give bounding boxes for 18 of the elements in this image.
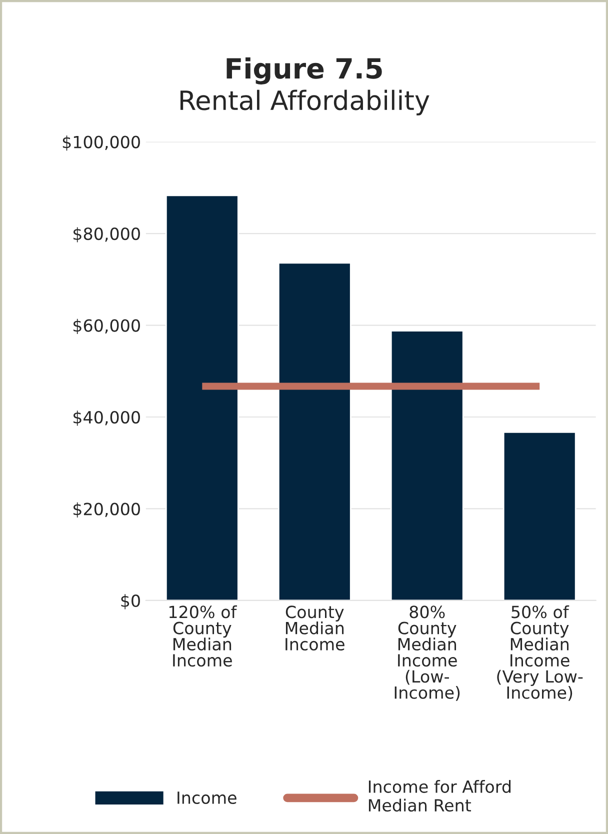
y-tick-label: $0: [121, 594, 140, 610]
bar: [278, 262, 352, 600]
y-tick-label: $80,000: [74, 227, 140, 242]
x-tick-label: 50% of County Median Income (Very Low- Income): [497, 605, 583, 701]
bar: [165, 194, 239, 600]
x-tick-label: 80% County Median Income (Low- Income): [394, 606, 460, 701]
chart-title: Figure 7.5: [226, 57, 382, 84]
bar: [390, 330, 464, 600]
x-tick-label: 120% of County Median Income: [169, 605, 237, 667]
chart-subtitle: Rental Affordability: [180, 90, 430, 116]
x-tick-label: County Median Income: [286, 606, 344, 651]
bar: [502, 431, 576, 600]
legend-label: Income: [178, 792, 236, 804]
y-tick-label: $60,000: [74, 318, 140, 334]
y-tick-label: $20,000: [74, 502, 140, 518]
legend-label: Income for Afford Median Rent: [368, 780, 511, 812]
y-tick-label: $40,000: [74, 410, 140, 426]
y-tick-label: $100,000: [62, 135, 140, 151]
